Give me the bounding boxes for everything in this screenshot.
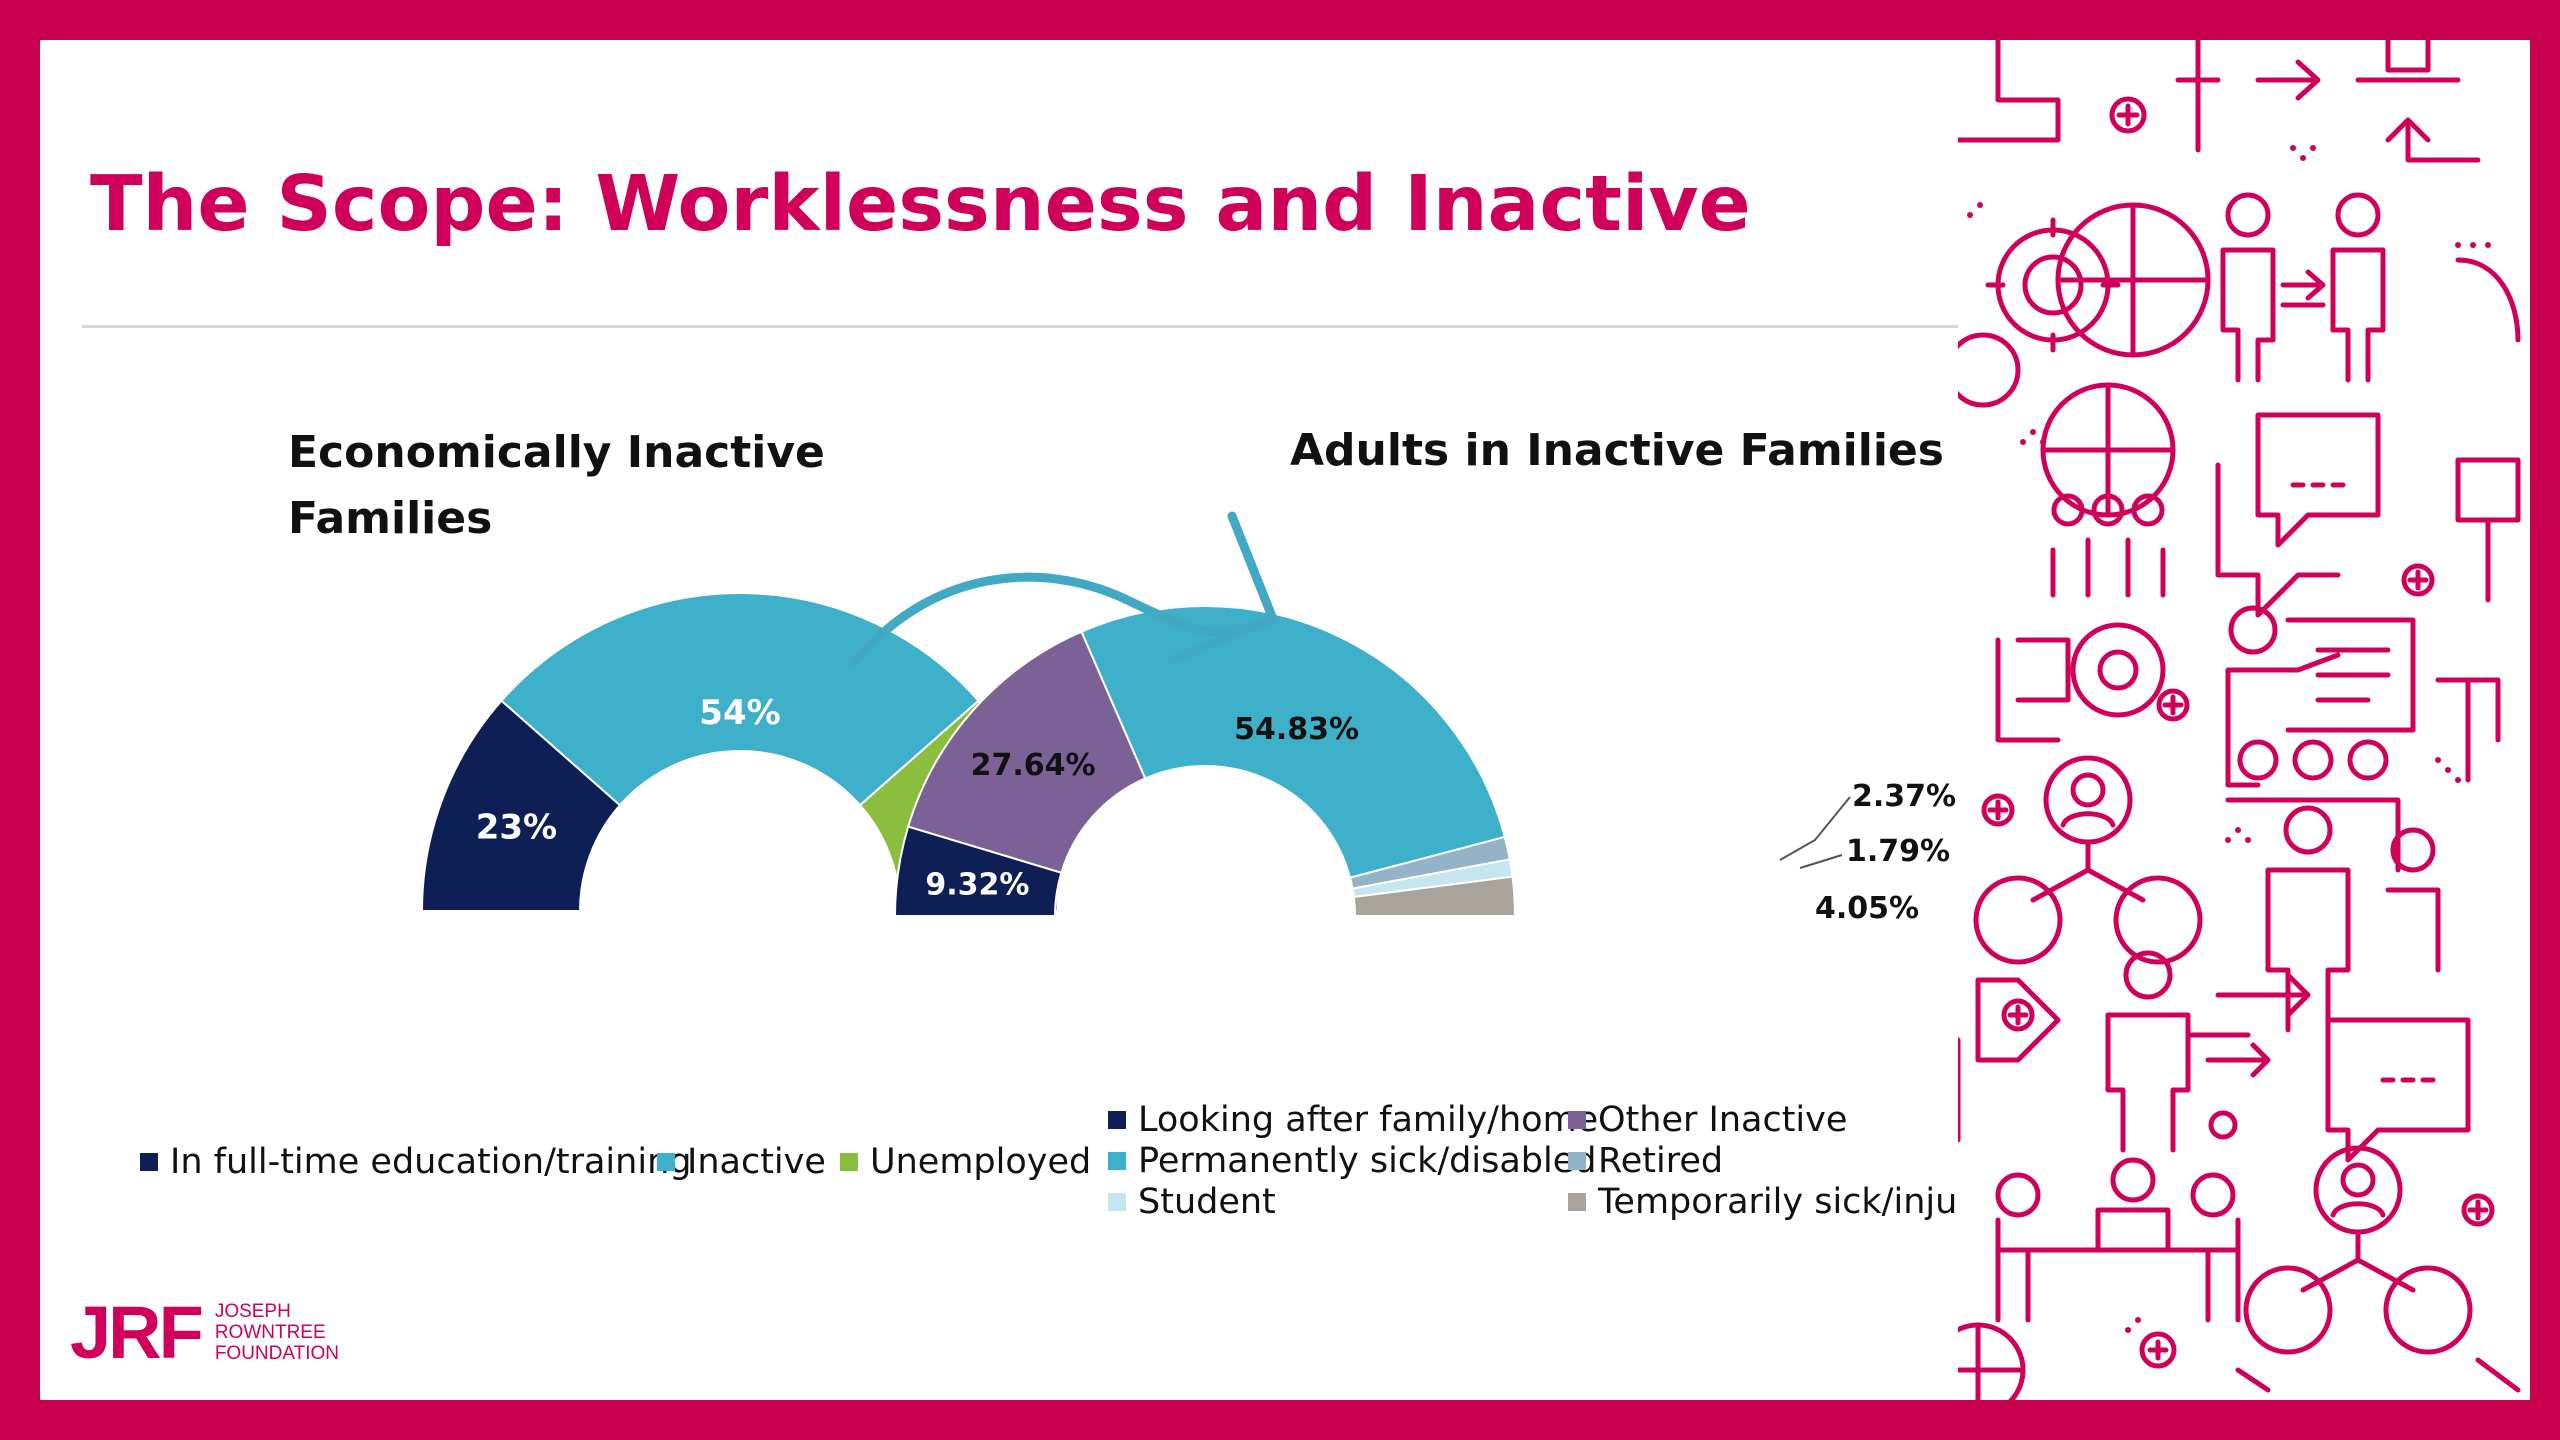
person-icon (1995, 1172, 2041, 1218)
user-icon (1973, 875, 2063, 965)
legend-label: Temporarily sick/injured (1598, 1182, 2015, 1222)
legend-label: Student (1138, 1182, 1276, 1222)
slide-content: The Scope: Worklessness and Inactive Eco… (40, 40, 2530, 1400)
legend-swatch (1108, 1193, 1126, 1211)
legend-swatch (1568, 1152, 1586, 1170)
data-label: 27.64% (971, 748, 1096, 783)
legend-swatch (1108, 1152, 1126, 1170)
person-icon (2455, 457, 2521, 603)
person-icon (1955, 40, 2061, 143)
legend-label: Other Inactive (1598, 1100, 1848, 1140)
user-icon (2043, 755, 2133, 845)
legend-label: Inactive (687, 1142, 826, 1182)
data-label: 54% (699, 693, 780, 733)
person-icon (2335, 192, 2381, 238)
data-label: 2.37% (1852, 779, 1956, 814)
chat-icon (2255, 412, 2381, 548)
leader-line (1799, 854, 1843, 869)
plus-circle-icon (2109, 96, 2147, 134)
divider (82, 325, 1970, 328)
leader-lines (1779, 796, 1851, 869)
logo-mark: JRF (70, 1291, 204, 1374)
data-label: 4.05% (1815, 891, 1919, 926)
table-icon (1995, 1247, 2241, 1323)
data-label: 9.32% (925, 867, 1029, 902)
legend-label: Retired (1598, 1141, 1724, 1181)
donut-slice (500, 592, 980, 807)
arrow-icon (850, 572, 1245, 667)
page-title: The Scope: Worklessness and Inactive (90, 160, 1751, 249)
legend-item: Looking after family/home (1108, 1100, 1598, 1140)
jrf-logo: JRF JOSEPH ROWNTREE FOUNDATION (70, 1290, 339, 1375)
donut-slice (1080, 605, 1506, 879)
target-icon (2070, 622, 2166, 718)
right-donut-chart: 9.32% 27.64% 54.83% 2.37% 1.79% 4.05% (893, 605, 1956, 926)
legend-label: Unemployed (870, 1142, 1092, 1182)
person-icon (2123, 950, 2173, 1000)
people-icons-pattern (1930, 40, 2521, 1400)
legend-item: Temporarily sick/injured (1568, 1182, 2015, 1222)
logo-line: FOUNDATION (214, 1343, 340, 1364)
user-icon (2383, 1265, 2473, 1355)
person-icon (2225, 192, 2271, 238)
donut-slice (906, 630, 1147, 874)
logo-line: ROWNTREE (214, 1322, 326, 1343)
logo-text: JOSEPH ROWNTREE FOUNDATION (215, 1301, 339, 1364)
legend-item: Unemployed (840, 1142, 1091, 1182)
gear-icon (1995, 227, 2111, 343)
data-label: 54.83% (1234, 712, 1359, 747)
person-icon (2355, 40, 2461, 83)
arrow-icon (2205, 1042, 2271, 1078)
logo-line: JOSEPH (214, 1301, 291, 1322)
plus-circle-icon (2139, 1331, 2177, 1369)
left-chart-title: Economically Inactive Families (288, 427, 825, 544)
legend-item: Inactive (657, 1142, 826, 1182)
person-icon (2283, 805, 2333, 855)
legend-item: Other Inactive (1568, 1100, 1847, 1140)
tag-icon (1975, 977, 2061, 1063)
legend-swatch (1108, 1111, 1126, 1129)
legend-swatch (140, 1153, 158, 1171)
board-icon (2285, 617, 2416, 733)
exchange-icon (2280, 269, 2326, 308)
data-label: 23% (476, 808, 557, 848)
decorative-pattern (1930, 40, 2530, 1400)
presenter-icon (2228, 605, 2278, 655)
donut-slice (1352, 875, 1517, 917)
user-icon (1945, 332, 2021, 408)
legend-label: Looking after family/home (1138, 1100, 1599, 1140)
arrow-icon (2255, 59, 2321, 101)
legend-item: Student (1108, 1182, 1276, 1222)
right-chart-title: Adults in Inactive Families (1290, 425, 1944, 476)
leader-line (1779, 796, 1851, 861)
legend-label: Permanently sick/disabled (1138, 1141, 1597, 1181)
legend-swatch (1568, 1193, 1586, 1211)
person-icon (2237, 739, 2279, 781)
person-icon (2175, 40, 2221, 153)
legend-item: In full-time education/training (140, 1142, 691, 1182)
legend-swatch (657, 1153, 675, 1171)
chat-icon (2325, 1017, 2471, 1163)
user-icon (2313, 1145, 2403, 1235)
arrow-icon (2215, 972, 2311, 1018)
globe-icon (1930, 1322, 2026, 1400)
legend-item: Retired (1568, 1141, 1723, 1181)
legend-swatch (1568, 1111, 1586, 1129)
data-label: 1.79% (1846, 834, 1950, 869)
donut-slice (420, 699, 622, 912)
user-icon (2243, 1265, 2333, 1355)
legend-item: Permanently sick/disabled (1108, 1141, 1596, 1181)
donut-charts: 23%54%23% 9.32%27.64%54.83%2.37%1.79%4.0… (420, 511, 1956, 926)
legend-swatch (840, 1153, 858, 1171)
legend-label: In full-time education/training (170, 1142, 692, 1182)
user-icon (2113, 875, 2203, 965)
arrow-head-icon (1167, 511, 1278, 665)
